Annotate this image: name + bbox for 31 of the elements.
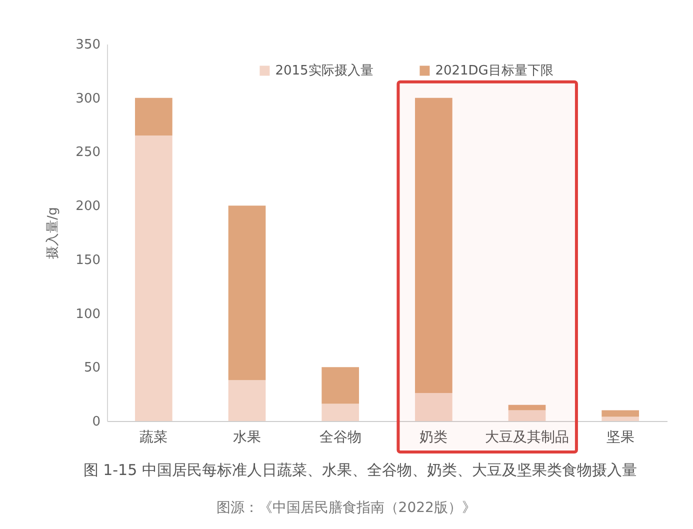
bar [415,98,452,393]
bar [135,98,172,136]
bar [135,136,172,421]
bar [602,410,639,417]
bar [228,380,266,421]
text: 图 1-15 中国居民每标准人日蔬菜、水果、全谷物、奶类、大豆及坚果类食物摄入量 [83,461,637,479]
x-tick-label: 全谷物 [319,430,362,446]
bar [602,416,639,421]
x-tick-label: 奶类 [420,430,448,446]
x-tick-label: 大豆及其制品 [485,430,569,446]
y-axis-title: 摄入量/g [46,207,61,259]
y-tick-label: 150 [76,252,100,268]
bar [508,404,546,410]
bar [228,206,266,380]
legend-label: 2021DG目标量下限 [435,64,554,79]
bar [415,392,452,421]
y-tick-label: 100 [76,306,100,322]
y-tick-label: 0 [92,414,100,430]
y-tick-label: 50 [84,360,100,376]
y-tick-label: 300 [76,91,100,106]
x-tick-label: 水果 [233,430,261,446]
y-tick-label: 200 [76,199,100,214]
y-tick-label: 250 [76,145,100,160]
bar [322,367,359,404]
bar [508,410,546,421]
y-tick-label: 350 [76,38,100,52]
x-tick-label: 蔬菜 [140,430,168,446]
legend-label: 2015实际摄入量 [275,64,374,79]
x-tick-label: 坚果 [606,430,634,446]
text: 图源：《中国居民膳食指南（2022版）》 [216,500,476,516]
bar [322,404,359,421]
